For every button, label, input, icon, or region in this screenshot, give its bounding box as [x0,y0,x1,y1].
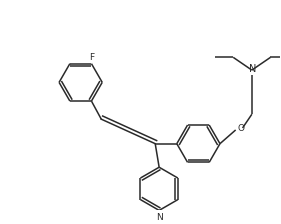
Text: F: F [89,53,94,62]
Text: O: O [237,125,244,134]
Text: N: N [156,213,162,222]
Text: N: N [249,64,257,74]
